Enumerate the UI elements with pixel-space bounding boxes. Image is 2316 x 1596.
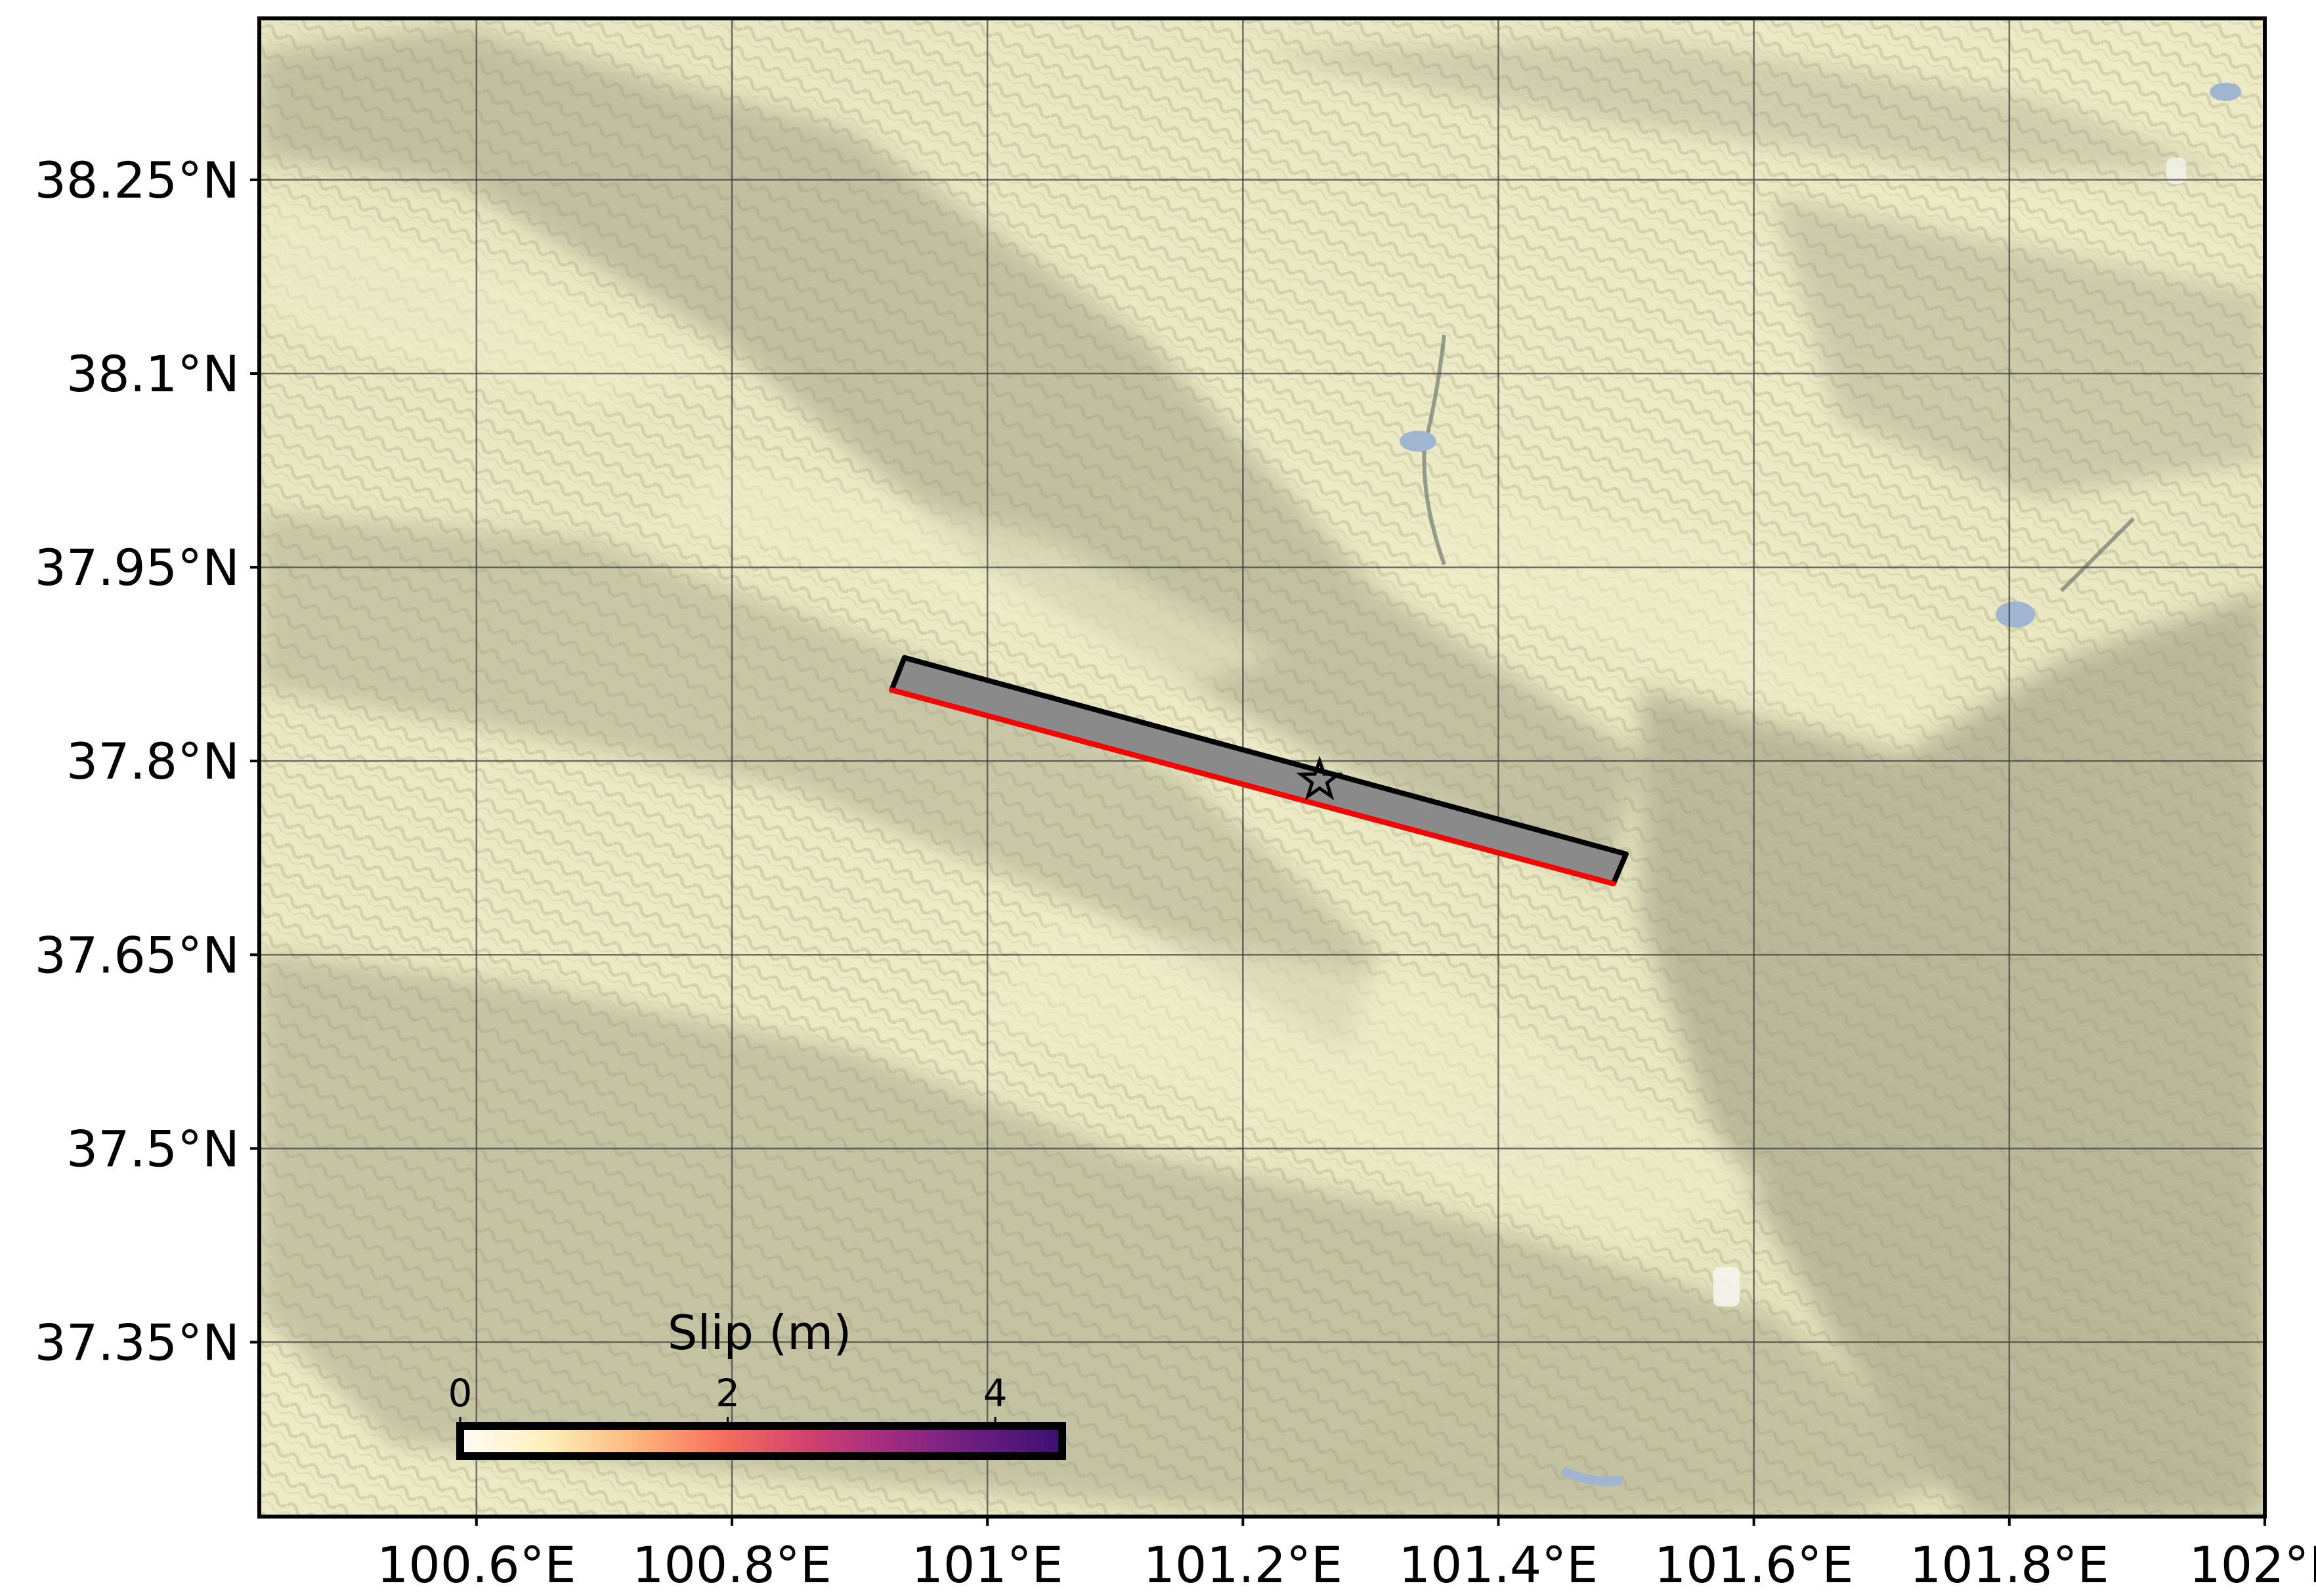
lon-tick-label: 101.2°E: [1144, 1536, 1343, 1594]
lat-tick-label: 37.95°N: [35, 538, 240, 597]
lon-tick-label: 101.8°E: [1910, 1536, 2109, 1594]
colorbar-title: Slip (m): [668, 1305, 852, 1360]
slip-colorbar: Slip (m) 0 2 4: [448, 1305, 1066, 1460]
lon-tick-label: 100.6°E: [377, 1536, 576, 1594]
fault-plane: [889, 655, 1629, 887]
lon-tick-label: 101°E: [912, 1536, 1063, 1594]
lat-tick-label: 37.8°N: [66, 732, 240, 790]
fault-surface-trace: [889, 687, 1616, 887]
colorbar-tick-label: 2: [716, 1371, 740, 1415]
epicenter-star-icon: [1296, 756, 1343, 801]
lon-tick-label: 100.8°E: [632, 1536, 832, 1594]
terrain-basemap: [259, 18, 2265, 1517]
lon-tick-label: 101.6°E: [1654, 1536, 1854, 1594]
lat-tick-label: 37.5°N: [66, 1119, 240, 1178]
colorbar-tick-label: 0: [448, 1371, 473, 1415]
colorbar-tick-label: 4: [983, 1371, 1008, 1415]
lon-tick-label: 102°E: [2189, 1536, 2316, 1594]
latitude-axis: 38.25°N 38.1°N 37.95°N 37.8°N 37.65°N 37.5°N 3…: [35, 151, 259, 1371]
lat-tick-label: 37.65°N: [35, 926, 240, 984]
longitude-axis: 100.6°E 100.8°E 101°E 101.2°E 101.4°E 101.6°E…: [377, 1517, 2316, 1594]
lat-tick-label: 37.35°N: [35, 1313, 240, 1371]
lat-tick-label: 38.25°N: [35, 151, 240, 209]
map-frame: [257, 16, 2267, 1519]
colorbar-gradient: [456, 1422, 1066, 1460]
lat-tick-label: 38.1°N: [66, 345, 240, 403]
lon-tick-label: 101.4°E: [1399, 1536, 1598, 1594]
